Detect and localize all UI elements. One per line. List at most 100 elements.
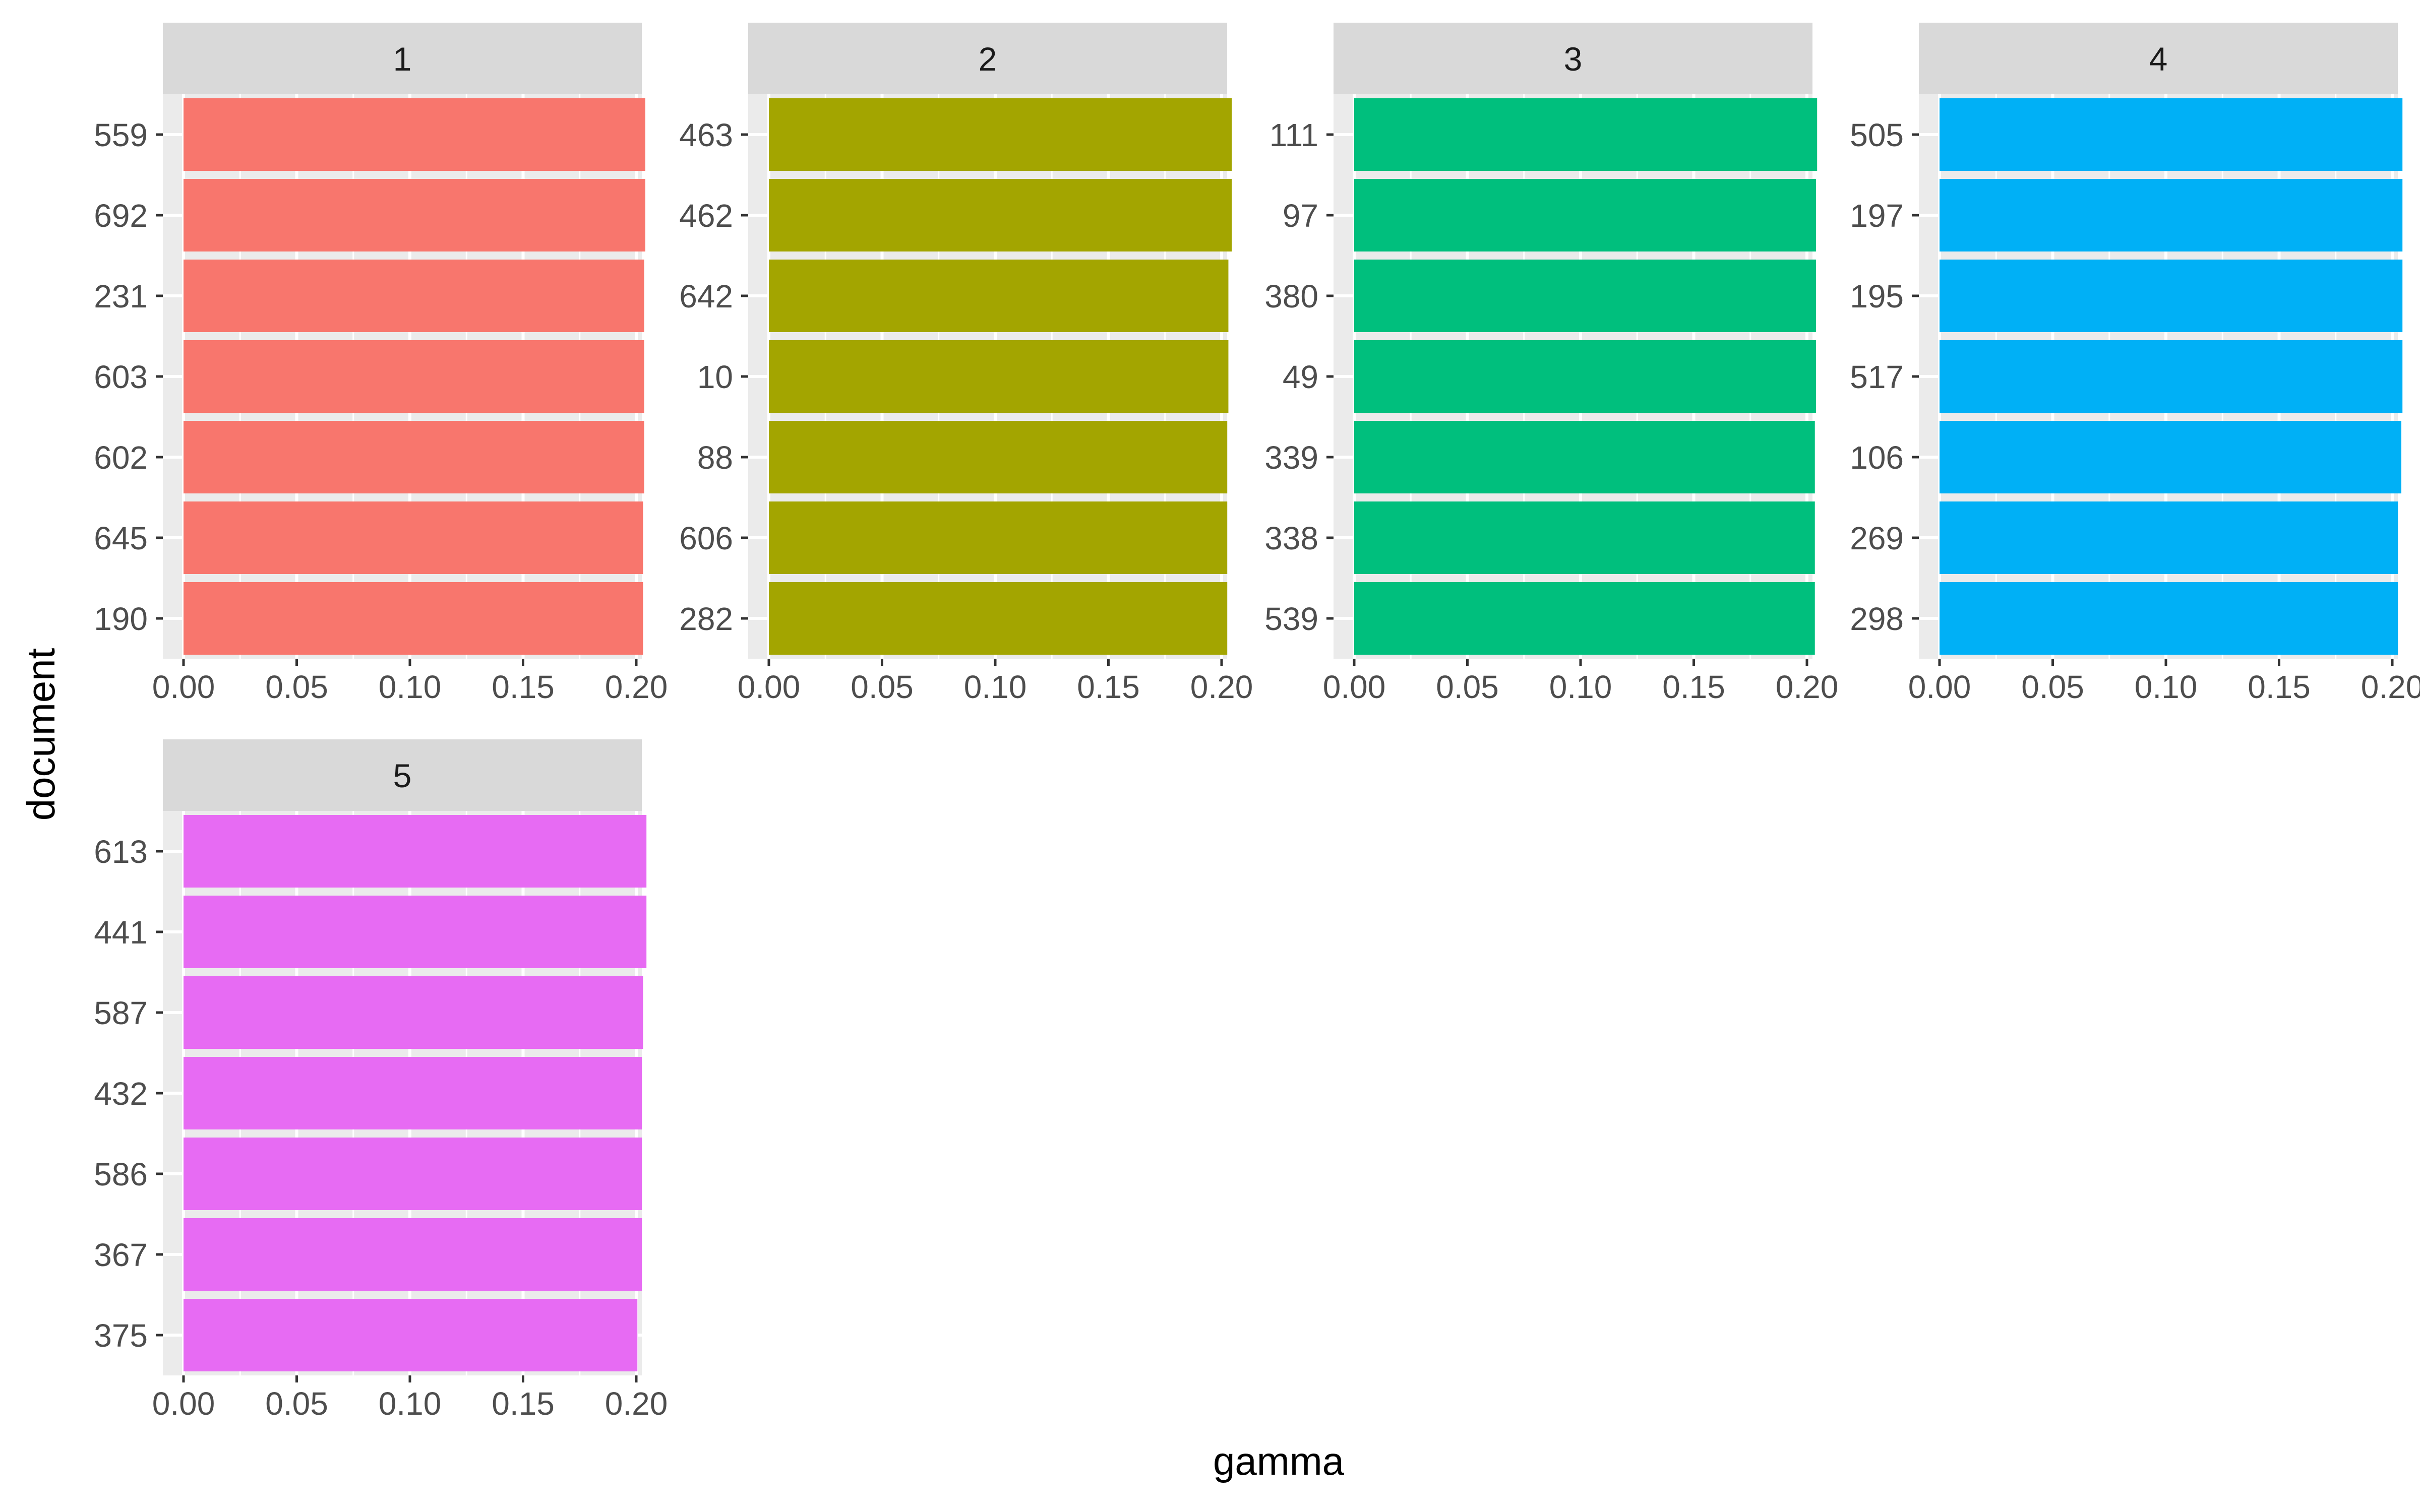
y-tick-label: 106 — [1850, 439, 1904, 476]
y-tick-label: 505 — [1850, 117, 1904, 153]
y-tick-label: 269 — [1850, 520, 1904, 556]
x-tick-label: 0.00 — [738, 669, 801, 705]
y-tick-label: 602 — [94, 439, 148, 476]
x-tick-label: 0.00 — [1323, 669, 1386, 705]
bar — [769, 98, 1232, 171]
bar — [769, 340, 1229, 413]
y-tick-label: 586 — [94, 1156, 148, 1192]
bar — [1354, 98, 1818, 171]
x-tick-label: 0.15 — [492, 669, 555, 705]
bar — [1940, 421, 2401, 493]
y-tick-label: 282 — [679, 601, 733, 637]
bar — [1940, 340, 2403, 413]
x-tick-label: 0.05 — [851, 669, 914, 705]
y-tick-label: 190 — [94, 601, 148, 637]
y-tick-label: 642 — [679, 278, 733, 314]
y-axis-title: document — [19, 648, 63, 821]
y-tick-label: 645 — [94, 520, 148, 556]
x-tick-label: 0.00 — [152, 669, 215, 705]
x-tick-label: 0.00 — [1908, 669, 1971, 705]
y-tick-label: 367 — [94, 1237, 148, 1273]
x-tick-label: 0.05 — [265, 669, 328, 705]
x-tick-label: 0.15 — [1077, 669, 1140, 705]
y-tick-label: 338 — [1264, 520, 1318, 556]
bar — [184, 421, 644, 493]
facet-strip — [748, 23, 1227, 94]
x-tick-label: 0.20 — [605, 669, 668, 705]
bar — [184, 815, 647, 888]
facet-strip-label: 5 — [393, 757, 412, 794]
bar — [184, 976, 643, 1049]
bar — [769, 179, 1232, 251]
y-tick-label: 195 — [1850, 278, 1904, 314]
x-tick-label: 0.20 — [2361, 669, 2420, 705]
x-tick-label: 0.10 — [1549, 669, 1612, 705]
bar — [184, 1218, 642, 1291]
y-tick-label: 380 — [1264, 278, 1318, 314]
y-tick-label: 10 — [697, 359, 733, 395]
x-tick-label: 0.15 — [1662, 669, 1725, 705]
bar — [184, 1138, 642, 1210]
bar — [184, 1057, 642, 1129]
facet-strip-label: 3 — [1564, 40, 1583, 78]
y-tick-label: 517 — [1850, 359, 1904, 395]
y-tick-label: 462 — [679, 198, 733, 234]
x-tick-label: 0.10 — [964, 669, 1027, 705]
bar — [184, 582, 643, 655]
y-tick-label: 692 — [94, 198, 148, 234]
y-tick-label: 463 — [679, 117, 733, 153]
bar — [1940, 582, 2398, 655]
x-tick-label: 0.20 — [1190, 669, 1253, 705]
facet-strip-label: 2 — [979, 40, 997, 78]
x-tick-label: 0.05 — [2021, 669, 2084, 705]
bar — [1940, 98, 2403, 171]
y-tick-label: 231 — [94, 278, 148, 314]
y-tick-label: 559 — [94, 117, 148, 153]
x-tick-label: 0.10 — [379, 669, 442, 705]
bar — [184, 896, 647, 968]
bar — [769, 501, 1228, 574]
y-tick-label: 375 — [94, 1317, 148, 1354]
y-tick-label: 298 — [1850, 601, 1904, 637]
bar — [1354, 179, 1816, 251]
bar — [1940, 179, 2403, 251]
x-tick-label: 0.10 — [379, 1385, 442, 1422]
x-tick-label: 0.15 — [2248, 669, 2311, 705]
bar — [184, 98, 645, 171]
bar — [1354, 340, 1816, 413]
y-tick-label: 613 — [94, 834, 148, 870]
y-tick-label: 97 — [1283, 198, 1318, 234]
x-tick-label: 0.15 — [492, 1385, 555, 1422]
y-tick-label: 587 — [94, 995, 148, 1031]
bar — [769, 260, 1229, 332]
x-tick-label: 0.10 — [2135, 669, 2198, 705]
x-tick-label: 0.20 — [1776, 669, 1839, 705]
x-axis-title: gamma — [1213, 1439, 1345, 1483]
bar — [184, 501, 643, 574]
bar — [1940, 501, 2398, 574]
y-tick-label: 88 — [697, 439, 733, 476]
y-tick-label: 432 — [94, 1076, 148, 1112]
bar — [1354, 260, 1816, 332]
y-tick-label: 606 — [679, 520, 733, 556]
y-tick-label: 197 — [1850, 198, 1904, 234]
bar — [1354, 501, 1815, 574]
y-tick-label: 339 — [1264, 439, 1318, 476]
bar — [1354, 421, 1815, 493]
facet-strip — [1919, 23, 2398, 94]
y-tick-label: 49 — [1283, 359, 1318, 395]
bar — [1940, 260, 2403, 332]
x-tick-label: 0.20 — [605, 1385, 668, 1422]
bar — [1354, 582, 1815, 655]
y-tick-label: 111 — [1269, 117, 1318, 153]
y-tick-label: 539 — [1264, 601, 1318, 637]
x-tick-label: 0.05 — [265, 1385, 328, 1422]
y-tick-label: 603 — [94, 359, 148, 395]
y-tick-label: 441 — [94, 914, 148, 951]
facet-strip-label: 1 — [393, 40, 412, 78]
bar — [769, 582, 1228, 655]
bar — [769, 421, 1228, 493]
facet-strip-label: 4 — [2149, 40, 2168, 78]
bar — [184, 179, 645, 251]
